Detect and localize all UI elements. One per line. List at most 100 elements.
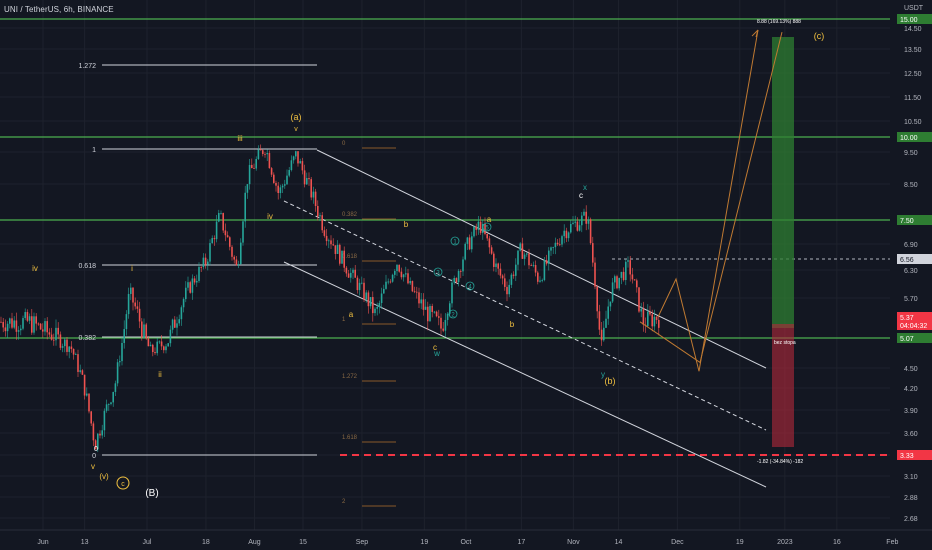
price-badge[interactable]	[897, 333, 932, 343]
price-badge[interactable]	[897, 132, 932, 142]
candle-body	[20, 328, 22, 331]
candle-body	[383, 288, 385, 294]
candle-body	[451, 282, 453, 304]
candle-body	[147, 338, 150, 347]
candle-body	[526, 253, 528, 255]
price-badge[interactable]	[897, 320, 932, 330]
candle-body	[438, 316, 440, 318]
candle-body	[319, 215, 321, 217]
candle-body	[598, 311, 601, 330]
candle-body	[473, 226, 475, 237]
candle-body	[460, 270, 462, 272]
price-badge[interactable]	[897, 215, 932, 225]
candle-body	[257, 149, 260, 159]
time-tick-label: Jun	[37, 539, 48, 546]
candle-body	[191, 278, 194, 293]
wave-label: c	[579, 191, 583, 200]
price-badge-label: 04:04:32	[900, 323, 927, 330]
candle-body	[6, 323, 9, 332]
projection-path-line	[657, 29, 759, 372]
candle-body	[15, 320, 18, 332]
candle-body	[220, 212, 222, 214]
candle-body	[490, 247, 493, 254]
candle-body	[336, 244, 339, 254]
price-badge[interactable]	[897, 312, 932, 322]
candle-body	[4, 327, 7, 332]
candle-body	[134, 302, 136, 307]
candle-body	[563, 230, 565, 237]
price-axis[interactable]: 15.00 14.50 13.50 12.50 11.50 10.50 9.50 8.50 7.…	[890, 0, 932, 550]
price-tick-label: 13.50	[904, 47, 922, 54]
candle-body	[611, 282, 614, 302]
candle-body	[508, 284, 510, 295]
price-badge[interactable]	[897, 450, 932, 460]
candle-body	[407, 273, 409, 284]
candle-body	[297, 151, 299, 164]
candle-body	[418, 292, 420, 304]
currency-label: USDT	[904, 5, 924, 12]
candle-body	[603, 327, 605, 341]
time-tick-label: Nov	[567, 539, 580, 546]
stop-zone[interactable]	[772, 324, 794, 447]
channel-upper-line[interactable]	[316, 149, 767, 369]
candle-body	[323, 230, 326, 236]
price-tick-label: 4.50	[904, 366, 918, 373]
target-zone[interactable]	[772, 37, 794, 328]
candle-body	[449, 303, 451, 314]
candle-body	[354, 269, 356, 278]
candle-body	[198, 267, 200, 281]
wave-label: (c)	[814, 31, 825, 41]
candle-body	[143, 324, 145, 338]
candle-body	[559, 244, 561, 246]
channel-mid-line[interactable]	[283, 200, 767, 431]
candle-body	[578, 225, 581, 231]
candle-body	[268, 153, 271, 169]
candle-body	[374, 308, 376, 314]
candle-body	[332, 244, 334, 246]
long-position-tool[interactable]: 8.88 (169.13%) 888 -1.82 (-34.84%) -182 be…	[757, 19, 803, 465]
wave-label: c	[433, 343, 437, 352]
candle-body	[506, 286, 508, 295]
candle-body	[312, 191, 315, 198]
wave-label: (a)	[291, 112, 302, 122]
fib-level-label: 1.272	[342, 374, 358, 380]
candle-body	[99, 433, 101, 436]
candle-body	[655, 316, 658, 320]
candle-body	[72, 348, 75, 355]
time-tick-label: Sep	[356, 539, 369, 546]
candle-body	[262, 150, 264, 154]
candle-body	[286, 175, 288, 185]
candle-body	[537, 272, 539, 282]
price-tick-label: 2.68	[904, 516, 918, 523]
candle-body	[493, 253, 495, 267]
candle-body	[497, 263, 499, 269]
time-axis[interactable]: Jun 13 Jul 18 Aug 15 Sep 19 Oct 17 Nov 14 Dec 19 2023 1…	[0, 529, 932, 550]
candle-body	[600, 329, 603, 341]
candle-body	[543, 260, 546, 280]
candle-body	[33, 316, 35, 333]
wave-label: (b)	[605, 376, 616, 386]
candle-body	[244, 192, 246, 222]
fib-level-label: 0.618	[342, 254, 358, 260]
candle-body	[570, 223, 572, 233]
candle-body	[361, 282, 363, 284]
candle-body	[37, 323, 40, 325]
candle-body	[515, 264, 517, 276]
candle-body	[429, 305, 431, 322]
candle-body	[545, 260, 548, 264]
wave-circle-icon	[450, 236, 460, 246]
candle-body	[213, 238, 216, 240]
candle-body	[31, 316, 33, 333]
candle-body	[26, 312, 29, 321]
candle-body	[44, 321, 46, 332]
candle-body	[22, 318, 24, 329]
price-badge-label: 15.00	[900, 17, 918, 24]
candle-body	[433, 311, 436, 313]
candle-body	[475, 226, 477, 230]
price-axis-bg	[890, 0, 932, 550]
candle-body	[501, 275, 504, 279]
candle-body	[376, 307, 378, 309]
price-badge[interactable]	[897, 14, 932, 24]
price-badge[interactable]	[897, 254, 932, 264]
